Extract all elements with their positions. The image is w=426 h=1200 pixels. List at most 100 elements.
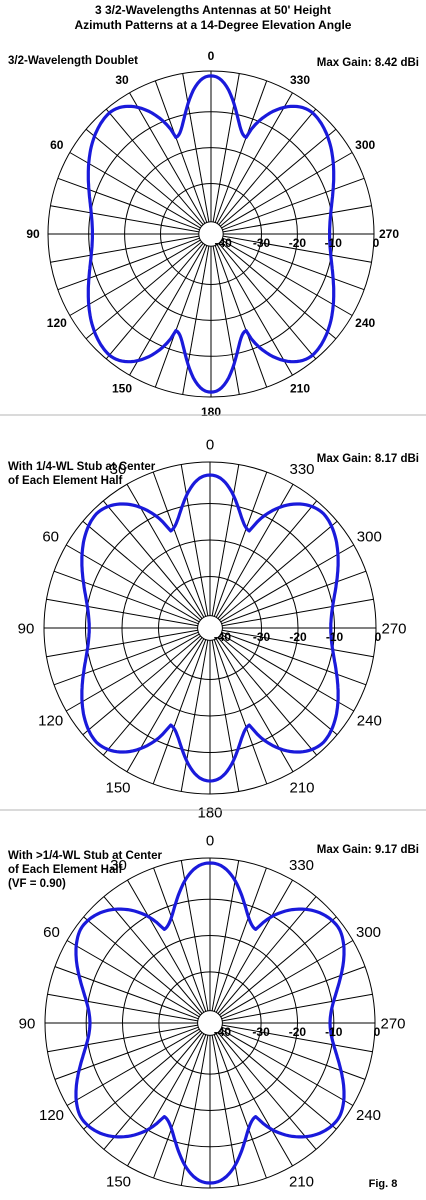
grid-spoke <box>53 570 199 625</box>
grid-spoke <box>46 629 198 658</box>
grid-spoke <box>222 629 374 658</box>
grid-spoke <box>102 500 203 619</box>
grid-spoke <box>213 471 268 617</box>
grid-spoke <box>221 631 367 686</box>
grid-spoke <box>105 108 204 225</box>
grid-spoke <box>211 1035 240 1186</box>
radial-label: -40 <box>215 236 233 250</box>
grid-spoke <box>219 1030 337 1130</box>
angle-label-210: 210 <box>290 381 310 395</box>
angle-label-120: 120 <box>39 1107 64 1124</box>
grid-spoke <box>105 243 204 360</box>
grid-spoke <box>65 633 200 712</box>
angle-label-30: 30 <box>115 73 129 87</box>
grid-spoke <box>222 1024 373 1053</box>
grid-spoke <box>66 1028 200 1106</box>
grid-spoke <box>213 639 268 785</box>
grid-spoke <box>82 635 201 736</box>
grid-spoke <box>220 633 355 712</box>
grid-spoke <box>217 896 317 1014</box>
grid-spoke <box>180 1035 209 1186</box>
grid-spoke <box>212 73 240 223</box>
radial-label: 0 <box>373 236 380 250</box>
grid-spoke <box>220 1028 354 1106</box>
grid-spoke <box>216 92 293 224</box>
grid-spoke <box>153 867 207 1012</box>
angle-label-120: 120 <box>38 712 63 729</box>
grid-spoke <box>214 245 268 388</box>
angle-label-0: 0 <box>206 436 214 453</box>
grid-spoke <box>85 128 202 227</box>
panel-title-line: of Each Element Half <box>8 475 123 487</box>
grid-spoke <box>50 235 200 263</box>
angle-label-180: 180 <box>197 804 222 821</box>
grid-spoke <box>215 1033 293 1167</box>
grid-spoke <box>222 177 365 231</box>
grid-spoke <box>69 239 201 316</box>
angle-label-90: 90 <box>19 1015 36 1032</box>
grid-spoke <box>214 80 268 223</box>
angle-label-90: 90 <box>18 620 35 637</box>
radial-label: -20 <box>289 1025 307 1039</box>
grid-spoke <box>221 570 367 625</box>
grid-spoke <box>129 244 206 376</box>
angle-label-0: 0 <box>206 832 214 849</box>
grid-spoke <box>212 245 240 395</box>
angle-label-270: 270 <box>380 1015 405 1032</box>
grid-spoke <box>154 80 208 223</box>
radial-label: 0 <box>374 1025 381 1039</box>
polar-chart-3: -40 -30 -20 -10 0 0 30 60 90 120 150 180 210 240 270 30… <box>0 809 426 1200</box>
polar-chart-1: -40 -30 -20 -10 0 0 30 60 90 120 150 180 210 240 270 30… <box>8 49 419 419</box>
grid-spoke <box>129 92 206 224</box>
grid-spoke <box>66 940 200 1018</box>
pattern-curve <box>86 74 336 394</box>
polar-chart-2: -40 -30 -20 -10 0 0 30 60 90 120 150 180 210 240 270 30… <box>0 414 426 821</box>
grid-spoke <box>57 177 200 231</box>
grid-spoke <box>102 637 203 756</box>
angle-label-270: 270 <box>379 227 399 241</box>
radial-label: 0 <box>375 630 382 644</box>
max-gain-label: Max Gain: 8.42 dBi <box>317 57 419 69</box>
grid-spoke <box>218 108 317 225</box>
grid-spoke <box>222 993 373 1022</box>
angle-label-120: 120 <box>47 316 67 330</box>
angle-label-180: 180 <box>201 405 221 419</box>
panel-title-line: (VF = 0.90) <box>8 878 66 890</box>
panel-title-line: With >1/4-WL Stub at Center <box>8 850 163 862</box>
grid-spoke <box>46 598 198 627</box>
grid-spoke <box>222 237 365 291</box>
grid-spoke <box>213 1034 267 1179</box>
angle-label-300: 300 <box>357 528 382 545</box>
grid-spoke <box>217 637 318 756</box>
grid-spoke <box>57 237 200 291</box>
grid-spoke <box>221 239 353 316</box>
grid-spoke <box>213 867 267 1012</box>
angle-label-180: 180 <box>197 1198 222 1200</box>
grid-spoke <box>53 631 199 686</box>
angle-label-330: 330 <box>289 461 314 478</box>
angle-label-330: 330 <box>289 857 314 874</box>
radial-label: -30 <box>252 1025 270 1039</box>
grid-spoke <box>83 1030 201 1130</box>
grid-spoke <box>218 243 317 360</box>
grid-spoke <box>103 896 203 1014</box>
grid-spoke <box>222 598 374 627</box>
grid-spoke <box>127 879 205 1013</box>
radial-label: -30 <box>253 236 271 250</box>
grid-spoke <box>152 639 207 785</box>
grid-spoke <box>50 205 200 233</box>
grid-spoke <box>211 464 240 616</box>
radial-label: -40 <box>214 630 232 644</box>
angle-label-60: 60 <box>43 924 60 941</box>
grid-spoke <box>82 520 201 621</box>
grid-spoke <box>154 245 208 388</box>
angle-label-30: 30 <box>110 857 127 874</box>
grid-spoke <box>220 241 337 340</box>
grid-spoke <box>217 1032 317 1150</box>
grid-spoke <box>216 244 293 376</box>
radial-label: -10 <box>325 1025 343 1039</box>
grid-spoke <box>222 235 372 263</box>
angle-label-60: 60 <box>50 138 64 152</box>
panel-title-line: of Each Element Half <box>8 864 123 876</box>
